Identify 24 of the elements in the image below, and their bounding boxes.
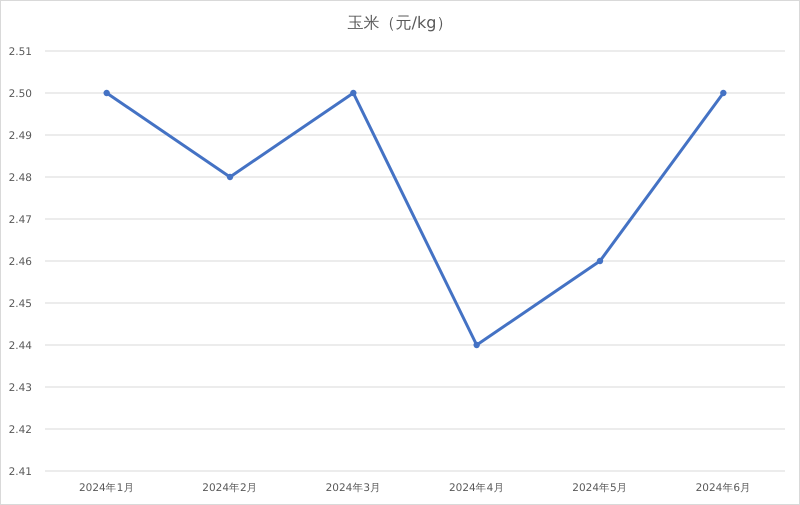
y-tick-label: 2.43	[8, 382, 32, 394]
y-tick-label: 2.41	[8, 466, 32, 478]
y-tick-label: 2.46	[8, 256, 32, 268]
chart-title: 玉米（元/kg）	[348, 13, 452, 32]
y-tick-label: 2.47	[8, 214, 32, 226]
point	[720, 90, 727, 96]
y-tick-label: 2.51	[8, 46, 32, 58]
x-tick-label: 2024年2月	[202, 482, 258, 494]
y-tick-label: 2.42	[8, 424, 32, 436]
y-tick-label: 2.45	[8, 298, 32, 310]
point	[596, 258, 604, 264]
x-tick-label: 2024年3月	[326, 482, 382, 494]
x-tick-label: 2024年5月	[572, 482, 628, 494]
y-tick-label: 2.48	[8, 172, 32, 184]
point	[103, 90, 110, 96]
x-tick-label: 2024年4月	[448, 482, 504, 494]
y-tick-label: 2.50	[8, 88, 32, 100]
y-tick-label: 2.49	[8, 130, 32, 142]
point	[350, 90, 357, 96]
y-tick-label: 2.44	[8, 340, 32, 352]
point	[226, 174, 234, 180]
point	[473, 342, 480, 348]
x-tick-label: 2024年6月	[696, 482, 752, 494]
x-tick-label: 2024年1月	[78, 482, 134, 494]
